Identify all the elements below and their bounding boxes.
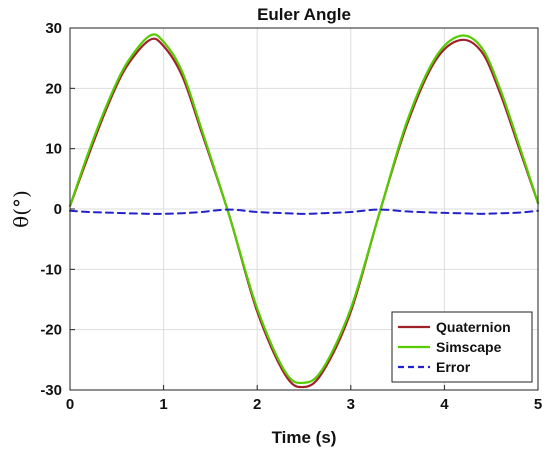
chart-title: Euler Angle bbox=[257, 5, 351, 24]
y-tick-label: -10 bbox=[40, 261, 62, 278]
y-axis-label: θ(°) bbox=[9, 190, 33, 228]
x-tick-label: 3 bbox=[347, 396, 355, 413]
y-tick-label: -20 bbox=[40, 322, 62, 339]
series-line-quaternion bbox=[68, 37, 540, 389]
axis-ticks: 0 1 2 3 4 5 -30 -20 -10 0 10 20 30 bbox=[40, 20, 542, 413]
x-tick-label: 0 bbox=[66, 396, 74, 413]
legend-label-quaternion: Quaternion bbox=[436, 319, 511, 335]
x-tick-label: 2 bbox=[253, 396, 261, 413]
y-tick-label: 0 bbox=[54, 201, 62, 218]
series-line-error bbox=[69, 208, 539, 215]
y-tick-label: 10 bbox=[45, 141, 62, 158]
x-tick-label: 4 bbox=[440, 396, 449, 413]
y-tick-label: 20 bbox=[45, 80, 62, 97]
y-tick-label: 30 bbox=[45, 20, 62, 37]
series-line-simscape bbox=[68, 33, 540, 385]
legend-label-error: Error bbox=[436, 359, 471, 375]
x-axis-label: Time (s) bbox=[272, 428, 337, 447]
y-tick-label: -30 bbox=[40, 382, 62, 399]
x-tick-label: 5 bbox=[534, 396, 542, 413]
x-tick-label: 1 bbox=[159, 396, 167, 413]
legend-label-simscape: Simscape bbox=[436, 339, 502, 355]
series-lines bbox=[68, 33, 540, 389]
legend: Quaternion Simscape Error bbox=[391, 311, 533, 383]
